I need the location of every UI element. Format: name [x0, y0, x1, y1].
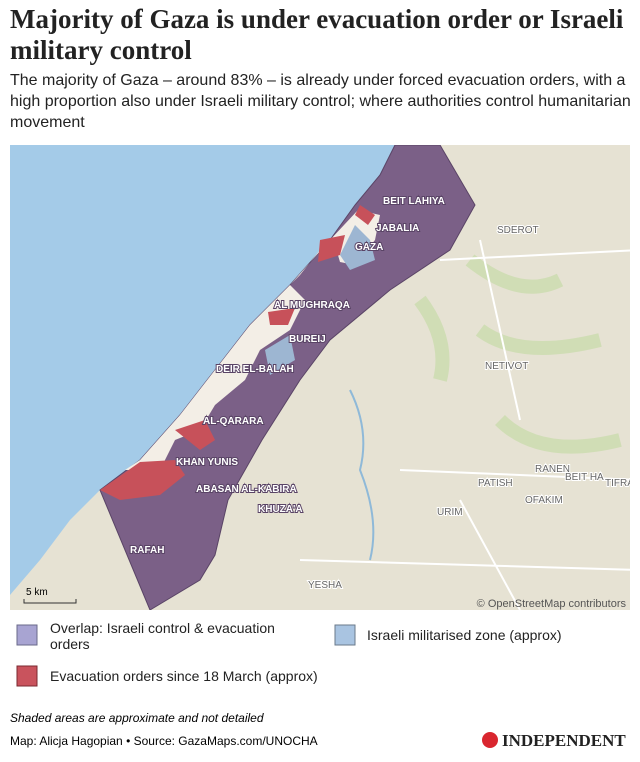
title: Majority of Gaza is under evacuation ord… — [10, 4, 624, 65]
roads — [299, 239, 630, 610]
map: BEIT LAHIYA JABALIA GAZA AL MUGHRAQA BUR… — [10, 145, 634, 610]
place-label: TIFRA — [605, 478, 634, 489]
place-label: JABALIA — [376, 223, 419, 234]
logo-mark — [482, 732, 498, 748]
sea — [10, 145, 395, 595]
river — [349, 389, 375, 561]
source: Map: Alicja Hagopian • Source: GazaMaps.… — [10, 734, 318, 748]
evacuation-zone — [318, 235, 345, 262]
legend-line: orders — [50, 636, 90, 652]
place-label: URIM — [437, 507, 463, 518]
vegetation — [414, 254, 622, 454]
militarised-zone — [340, 225, 375, 270]
place-label: AL-QARARA — [203, 416, 264, 427]
place-label: OFAKIM — [525, 495, 563, 506]
place-label: KHAN YUNIS — [176, 457, 238, 468]
legend-label: Israeli militarised zone (approx) — [367, 627, 562, 643]
legend-swatch — [16, 624, 38, 646]
place-label: ABASAN AL-KABIRA — [196, 484, 297, 495]
place-label: BUREIJ — [289, 334, 326, 345]
scale-bar — [23, 599, 77, 604]
evacuation-zone — [100, 460, 185, 500]
legend-swatch — [16, 665, 38, 687]
militarised-zone — [265, 335, 295, 375]
legend-line: Overlap: Israeli control & evacuation — [50, 620, 275, 636]
legend-label: Evacuation orders since 18 March (approx… — [50, 668, 318, 684]
evacuation-zone — [175, 420, 215, 450]
attribution: © OpenStreetMap contributors — [477, 598, 627, 610]
place-label: RAFAH — [130, 545, 164, 556]
place-label: RANEN — [535, 464, 570, 475]
place-label: GAZA — [355, 242, 383, 253]
note: Shaded areas are approximate and not det… — [10, 711, 264, 725]
place-label: YESHA — [308, 580, 342, 591]
legend-label: Overlap: Israeli control & evacuation ord… — [50, 620, 275, 652]
place-label: NETIVOT — [485, 361, 528, 372]
place-label: BEIT LAHIYA — [383, 196, 445, 207]
place-label: AL MUGHRAQA — [274, 300, 350, 311]
place-label: SDEROT — [497, 225, 539, 236]
place-label: PATISH — [478, 478, 513, 489]
evacuation-zone — [268, 308, 295, 325]
logo: INDEPENDENT — [502, 731, 626, 750]
open-area — [125, 285, 305, 470]
legend-swatch — [334, 624, 356, 646]
scale-label: 5 km — [26, 587, 48, 598]
place-label: BEIT HA... — [565, 472, 612, 483]
evacuation-zone — [355, 205, 375, 225]
place-label: DEIR EL-BALAH — [216, 364, 294, 375]
place-label: KHUZA'A — [258, 504, 303, 515]
subtitle: The majority of Gaza – around 83% – is a… — [10, 72, 631, 131]
